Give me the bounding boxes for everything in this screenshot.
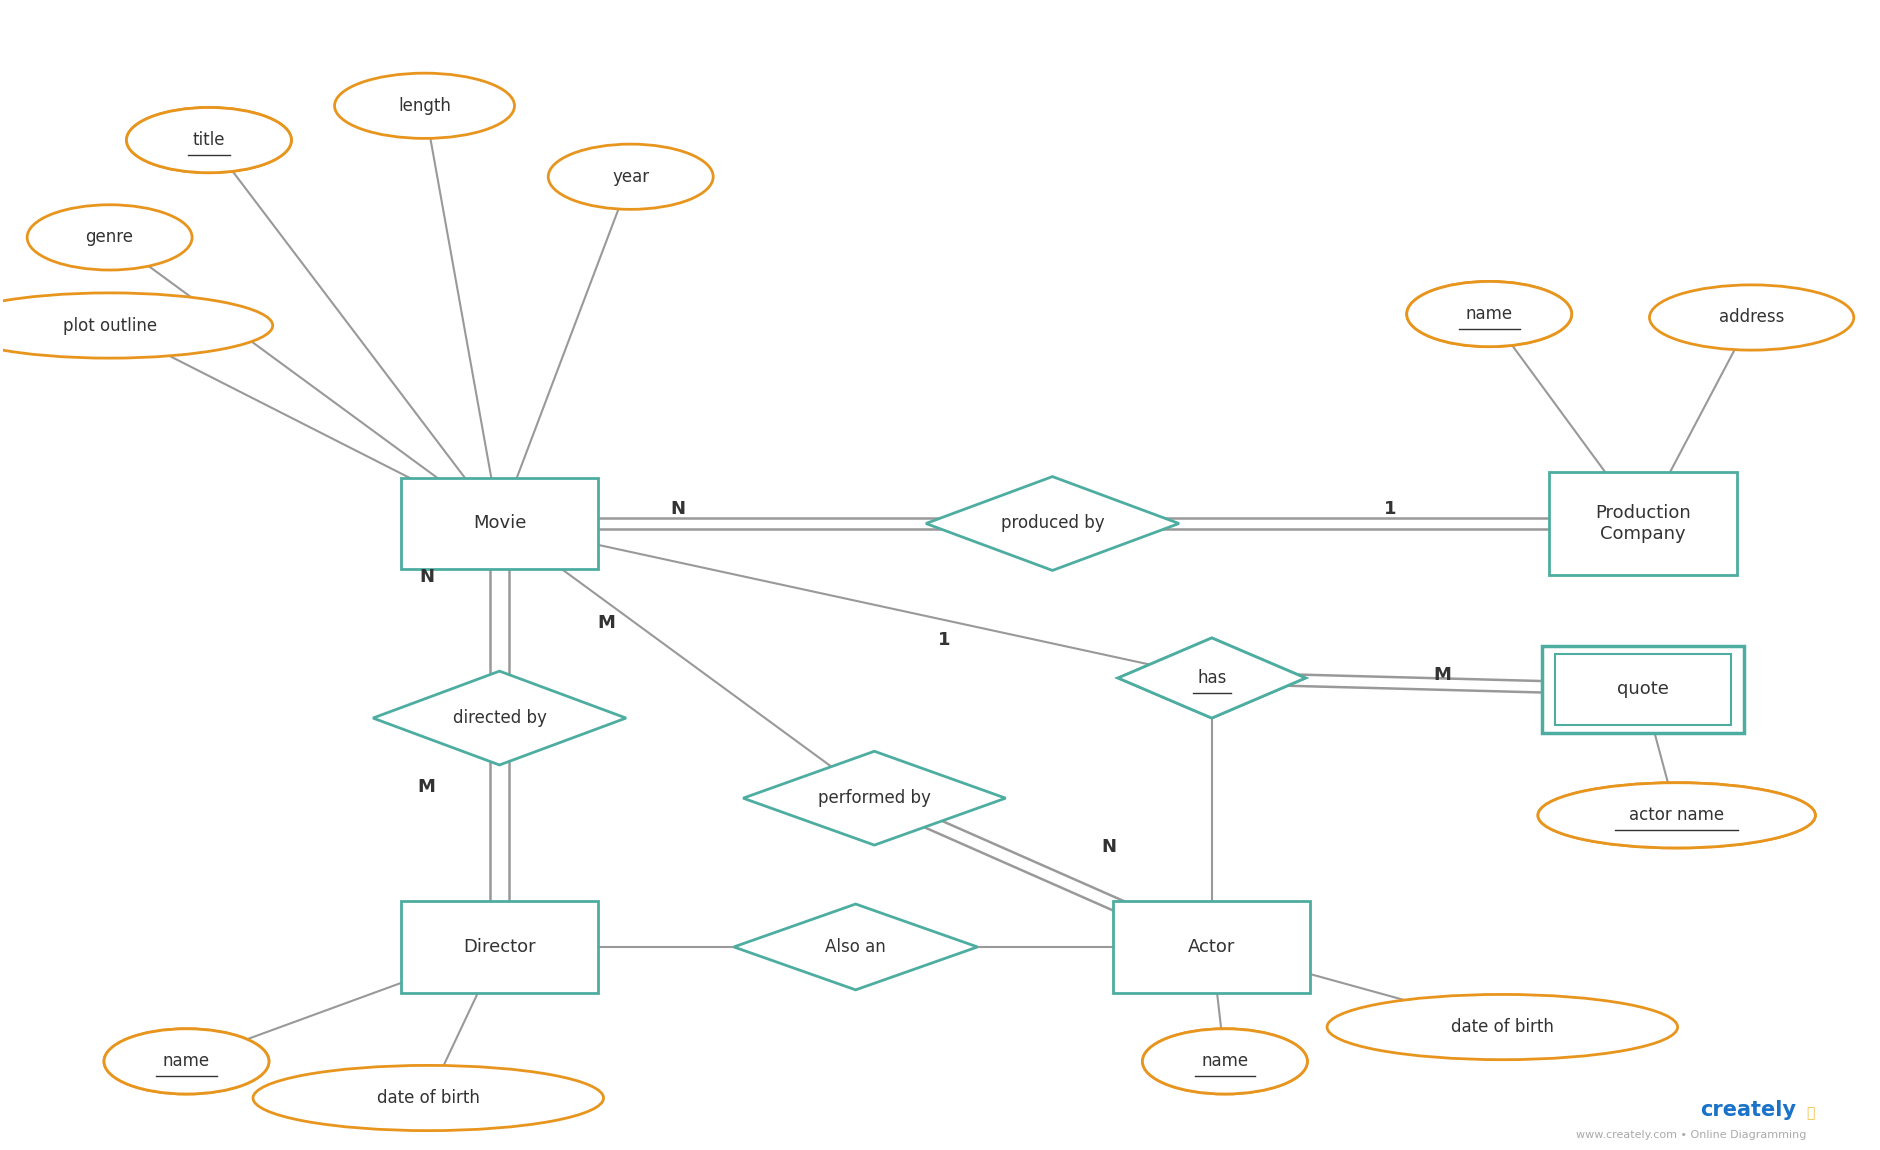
Text: date of birth: date of birth bbox=[376, 1089, 479, 1107]
Text: title: title bbox=[194, 131, 226, 150]
Text: address: address bbox=[1718, 308, 1784, 327]
FancyBboxPatch shape bbox=[400, 902, 598, 992]
FancyBboxPatch shape bbox=[1549, 472, 1737, 575]
Ellipse shape bbox=[1538, 783, 1816, 848]
Text: M: M bbox=[417, 777, 436, 796]
Ellipse shape bbox=[1649, 285, 1854, 350]
Text: N: N bbox=[419, 568, 434, 586]
Ellipse shape bbox=[1406, 282, 1572, 346]
Text: Production
Company: Production Company bbox=[1594, 504, 1690, 543]
Text: plot outline: plot outline bbox=[62, 316, 156, 335]
Text: 1: 1 bbox=[1384, 499, 1397, 518]
Text: actor name: actor name bbox=[1630, 806, 1724, 825]
Ellipse shape bbox=[549, 144, 713, 209]
Ellipse shape bbox=[1327, 995, 1677, 1059]
Ellipse shape bbox=[1538, 783, 1816, 848]
Ellipse shape bbox=[126, 107, 291, 172]
Text: M: M bbox=[1433, 666, 1451, 683]
Polygon shape bbox=[927, 476, 1179, 570]
Text: name: name bbox=[164, 1052, 211, 1071]
Polygon shape bbox=[743, 751, 1006, 845]
Ellipse shape bbox=[1406, 282, 1572, 346]
FancyBboxPatch shape bbox=[1542, 646, 1745, 733]
Text: N: N bbox=[1102, 838, 1117, 857]
Text: 💡: 💡 bbox=[1807, 1106, 1814, 1120]
Text: 1: 1 bbox=[938, 631, 949, 650]
Ellipse shape bbox=[103, 1029, 269, 1094]
Text: Director: Director bbox=[462, 938, 536, 956]
Text: name: name bbox=[1466, 305, 1513, 323]
Polygon shape bbox=[372, 672, 626, 765]
Text: has: has bbox=[1198, 669, 1226, 687]
Polygon shape bbox=[1119, 638, 1305, 718]
Text: N: N bbox=[669, 499, 684, 518]
FancyBboxPatch shape bbox=[1555, 654, 1731, 724]
FancyBboxPatch shape bbox=[400, 477, 598, 569]
Polygon shape bbox=[1119, 638, 1305, 718]
Text: Movie: Movie bbox=[472, 514, 526, 532]
Text: genre: genre bbox=[86, 229, 133, 246]
Ellipse shape bbox=[0, 293, 273, 358]
Ellipse shape bbox=[254, 1065, 603, 1130]
Text: year: year bbox=[613, 168, 649, 186]
Text: quote: quote bbox=[1617, 681, 1669, 698]
Ellipse shape bbox=[335, 74, 515, 138]
Ellipse shape bbox=[26, 205, 192, 270]
Ellipse shape bbox=[103, 1029, 269, 1094]
Ellipse shape bbox=[1143, 1029, 1307, 1094]
Polygon shape bbox=[733, 904, 978, 990]
Ellipse shape bbox=[1143, 1029, 1307, 1094]
FancyBboxPatch shape bbox=[1113, 902, 1310, 992]
Text: performed by: performed by bbox=[818, 789, 931, 807]
Text: Actor: Actor bbox=[1188, 938, 1235, 956]
Text: M: M bbox=[598, 614, 615, 632]
Text: produced by: produced by bbox=[1000, 514, 1104, 532]
Ellipse shape bbox=[126, 107, 291, 172]
Text: www.creately.com • Online Diagramming: www.creately.com • Online Diagramming bbox=[1575, 1130, 1807, 1141]
Text: has: has bbox=[1198, 669, 1226, 687]
Text: name: name bbox=[1201, 1052, 1248, 1071]
Text: date of birth: date of birth bbox=[1451, 1018, 1553, 1036]
Text: length: length bbox=[399, 97, 451, 115]
Text: Also an: Also an bbox=[825, 938, 885, 956]
Text: creately: creately bbox=[1701, 1099, 1797, 1120]
Text: directed by: directed by bbox=[453, 710, 547, 727]
